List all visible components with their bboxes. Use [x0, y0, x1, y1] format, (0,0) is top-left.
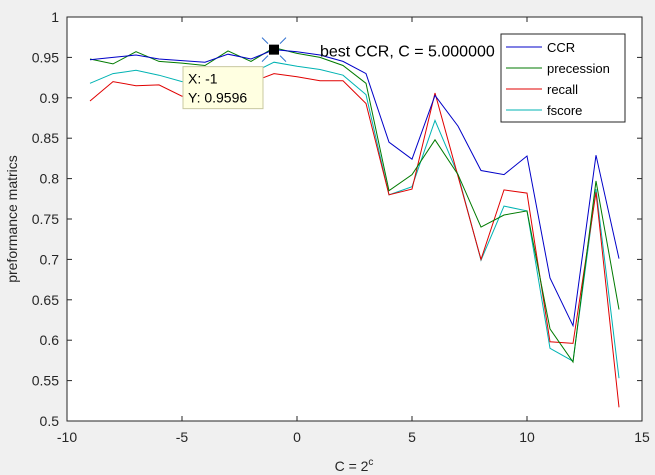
datatip-x-label: X: -1	[188, 71, 218, 87]
legend-label-precession: precession	[547, 61, 610, 76]
x-tick-label: -5	[176, 429, 189, 445]
y-tick-label: 0.6	[40, 332, 60, 348]
legend-label-CCR: CCR	[547, 40, 575, 55]
y-tick-label: 0.7	[40, 251, 60, 267]
best-ccr-annotation: best CCR, C = 5.000000	[320, 44, 495, 61]
series-line-CCR[interactable]	[89, 49, 620, 328]
y-tick-label: 0.8	[40, 171, 60, 187]
x-tick-label: 0	[293, 429, 301, 445]
series-line-fscore[interactable]	[89, 61, 620, 379]
datatip[interactable]: X: -1 Y: 0.9596	[182, 66, 264, 110]
x-axis-title: C = 2c	[335, 457, 374, 474]
datatip-box	[182, 66, 264, 110]
best-point-spoke	[261, 55, 269, 62]
y-tick-label: 0.75	[32, 211, 59, 227]
y-tick-label: 0.95	[32, 49, 59, 65]
y-tick-label: 0.9	[40, 90, 60, 106]
x-axis-title-text: C = 2	[335, 458, 369, 474]
y-tick-label: 1	[51, 9, 59, 25]
best-point-spoke	[279, 55, 287, 62]
legend-label-fscore: fscore	[547, 103, 582, 118]
series-line-precession[interactable]	[89, 47, 620, 364]
legend-items: CCR precession recall fscore	[506, 40, 610, 118]
best-point-spoke	[279, 37, 287, 44]
ticks-layer: -10 -5 0 5 10 15 0.5 0.55 0.6 0.65 0.7 0.75 0.8 0.85 0…	[32, 9, 650, 445]
x-tick-label: 5	[408, 429, 416, 445]
x-tick-label: -10	[57, 429, 77, 445]
y-axis-title: preformance matrics	[4, 155, 20, 283]
series-line-recall[interactable]	[89, 73, 620, 408]
best-point-spoke	[261, 37, 269, 44]
y-tick-label: 0.85	[32, 130, 59, 146]
y-tick-label: 0.5	[40, 413, 60, 429]
series-layer	[89, 47, 620, 408]
x-tick-label: 15	[634, 429, 650, 445]
x-tick-label: 10	[519, 429, 535, 445]
datatip-y-label: Y: 0.9596	[188, 90, 247, 106]
best-point-square	[269, 44, 279, 55]
x-axis-title-superscript: c	[368, 457, 373, 468]
y-tick-label: 0.65	[32, 292, 59, 308]
legend-label-recall: recall	[547, 82, 578, 97]
legend-box	[500, 33, 626, 123]
best-point-marker[interactable]	[261, 37, 287, 62]
y-tick-label: 0.55	[32, 373, 59, 389]
legend[interactable]: CCR precession recall fscore	[500, 33, 626, 123]
